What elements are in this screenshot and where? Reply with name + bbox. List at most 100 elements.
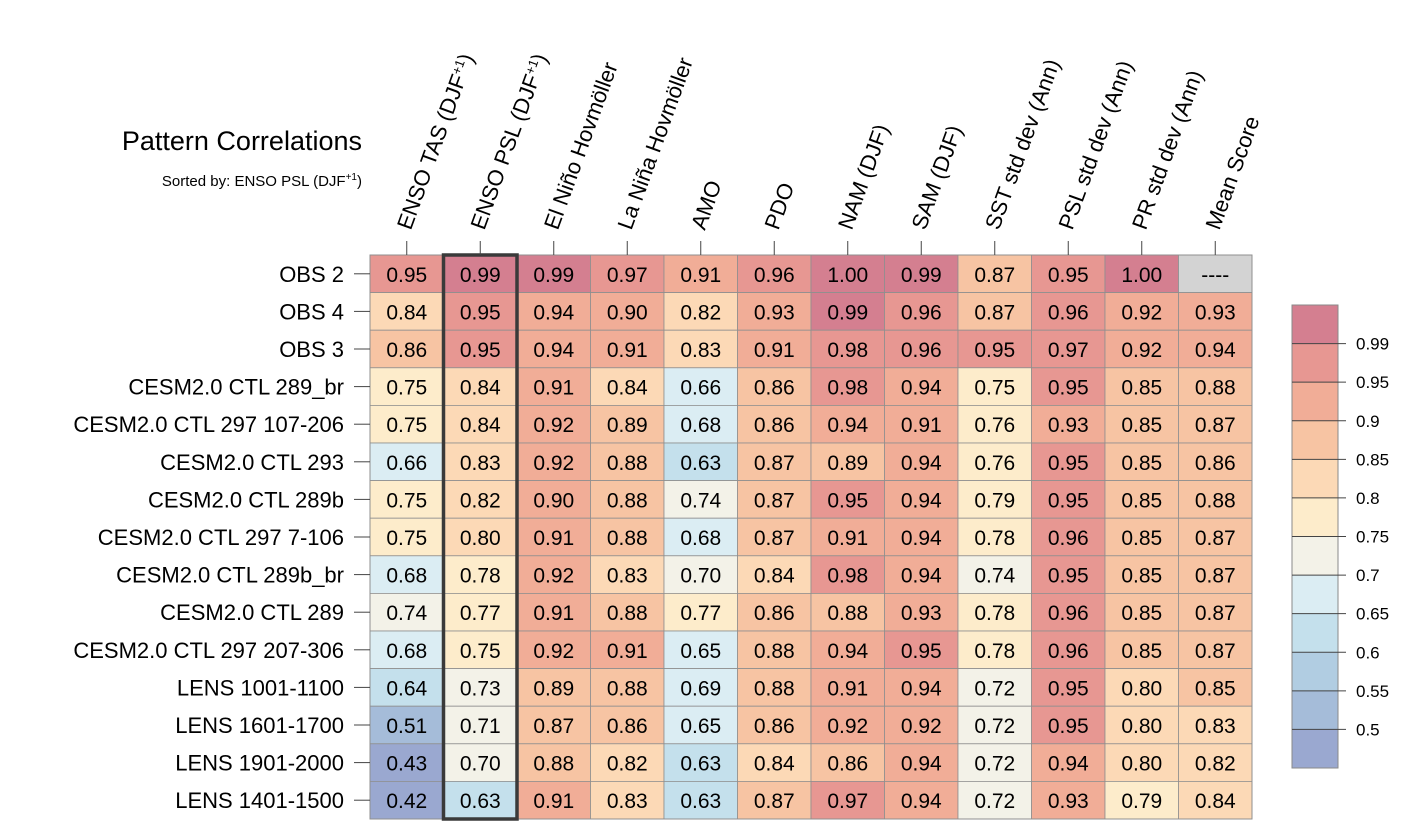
- cell-value-label: 0.88: [607, 677, 648, 700]
- heatmap-cell: [1178, 668, 1253, 707]
- row-label: CESM2.0 CTL 297 207-306: [73, 638, 344, 663]
- heatmap-cell: [443, 705, 518, 745]
- colorbar-segment: [1292, 652, 1338, 691]
- heatmap-cell: [443, 668, 518, 707]
- cell-value-label: 0.85: [1121, 565, 1162, 588]
- cell-value-label: 0.96: [1048, 640, 1089, 663]
- cell-value-label: 0.72: [974, 677, 1015, 700]
- heatmap-cell: [1178, 254, 1253, 293]
- heatmap-cell: [810, 781, 885, 820]
- heatmap-cell: [1031, 743, 1106, 782]
- heatmap-cell: [1031, 329, 1106, 369]
- cell-value-label: 0.78: [974, 527, 1015, 550]
- row-label: OBS 4: [279, 299, 344, 324]
- cell-value-label: 0.78: [460, 565, 501, 588]
- heatmap-cell: [810, 668, 885, 707]
- heatmap-cell: [1178, 630, 1253, 669]
- cell-value-label: 0.66: [680, 377, 721, 400]
- row-label: OBS 2: [279, 262, 344, 287]
- heatmap-cell: [369, 480, 444, 519]
- heatmap-cell: [1031, 593, 1106, 632]
- heatmap-cell: [516, 404, 591, 444]
- cell-value-label: 0.95: [1048, 715, 1089, 738]
- cell-value-label: 0.65: [680, 640, 721, 663]
- cell-value-label: 0.88: [607, 452, 648, 475]
- cell-value-label: 0.88: [607, 489, 648, 512]
- cell-value-label: 0.97: [1048, 339, 1089, 362]
- cell-value-label: 0.88: [1195, 377, 1236, 400]
- heatmap-cell: [1104, 705, 1179, 745]
- cell-value-label: 0.92: [901, 715, 942, 738]
- cell-value-label: 0.94: [827, 414, 868, 437]
- colorbar-segment: [1292, 613, 1338, 653]
- heatmap-cell: [663, 442, 738, 481]
- heatmap-cell: [663, 743, 738, 782]
- heatmap-cell: [1178, 292, 1253, 331]
- cell-value-label: 0.87: [754, 489, 795, 512]
- heatmap-cell: [1178, 517, 1253, 557]
- column-label: SST std dev (Ann): [980, 56, 1065, 233]
- column-label-text: El Niño Hovmöller: [539, 59, 623, 233]
- heatmap-cell: [810, 593, 885, 632]
- cell-value-label: 0.85: [1121, 414, 1162, 437]
- cell-value-label: 0.95: [1048, 489, 1089, 512]
- cell-value-label: 0.94: [901, 790, 942, 813]
- column-label-text: ENSO PSL (DJF: [465, 71, 544, 233]
- heatmap-cell: [810, 329, 885, 369]
- cell-value-label: 0.75: [386, 377, 427, 400]
- heatmap-cell: [516, 781, 591, 820]
- cell-value-label: 0.96: [1048, 301, 1089, 324]
- cell-value-label: 0.91: [533, 377, 574, 400]
- heatmap-cell: [810, 480, 885, 519]
- heatmap-cell: [957, 555, 1032, 594]
- heatmap-cell: [663, 593, 738, 632]
- row-label: OBS 3: [279, 337, 344, 362]
- heatmap-cell: [443, 781, 518, 820]
- cell-value-label: 0.86: [754, 602, 795, 625]
- colorbar-tick-label: 0.75: [1356, 528, 1389, 547]
- cell-value-label: 0.95: [460, 301, 501, 324]
- cell-value-label: 0.97: [607, 264, 648, 287]
- cell-value-label: 0.72: [974, 715, 1015, 738]
- heatmap-cell: [663, 781, 738, 820]
- colorbar-segment: [1292, 575, 1338, 614]
- column-label-text: PSL std dev (Ann): [1053, 57, 1137, 233]
- cell-value-label: 0.98: [827, 339, 868, 362]
- row-label: LENS 1601-1700: [175, 713, 344, 738]
- cell-value-label: 0.86: [754, 715, 795, 738]
- cell-value-label: 0.82: [1195, 753, 1236, 776]
- heatmap-cell: [1031, 442, 1106, 481]
- column-label: NAM (DJF): [833, 121, 894, 233]
- cell-value-label: 0.95: [1048, 264, 1089, 287]
- heatmap-cell: [1178, 555, 1253, 594]
- heatmap-cell: [663, 705, 738, 745]
- cell-value-label: 0.91: [533, 527, 574, 550]
- heatmap-cell: [1031, 630, 1106, 669]
- cell-value-label: 0.69: [680, 677, 721, 700]
- cell-value-label: 0.93: [1048, 414, 1089, 437]
- colorbar-tick-label: 0.99: [1356, 335, 1389, 354]
- cell-value-label: 0.85: [1121, 640, 1162, 663]
- cell-value-label: 0.89: [607, 414, 648, 437]
- cell-value-label: 0.96: [1048, 527, 1089, 550]
- cell-value-label: 0.80: [1121, 677, 1162, 700]
- heatmap-cell: [516, 480, 591, 519]
- cell-value-label: 0.71: [460, 715, 501, 738]
- cell-value-label: 0.83: [607, 565, 648, 588]
- cell-value-label: 0.95: [1048, 677, 1089, 700]
- cell-value-label: 0.93: [1048, 790, 1089, 813]
- cell-value-label: 0.79: [974, 489, 1015, 512]
- cell-value-label: 0.64: [386, 677, 427, 700]
- row-label: CESM2.0 CTL 289b: [148, 487, 344, 512]
- heatmap-cell: [1178, 593, 1253, 632]
- row-label: CESM2.0 CTL 289_br: [128, 375, 344, 400]
- heatmap-cell: [1104, 329, 1179, 369]
- heatmap-cell: [884, 630, 959, 669]
- heatmap-cell: [737, 705, 812, 745]
- column-label-text: AMO: [686, 177, 727, 233]
- heatmap-cell: [443, 404, 518, 444]
- cell-value-label: 0.95: [386, 264, 427, 287]
- cell-value-label: 0.85: [1195, 677, 1236, 700]
- colorbar-segment: [1292, 729, 1338, 768]
- heatmap-cell: [957, 329, 1032, 369]
